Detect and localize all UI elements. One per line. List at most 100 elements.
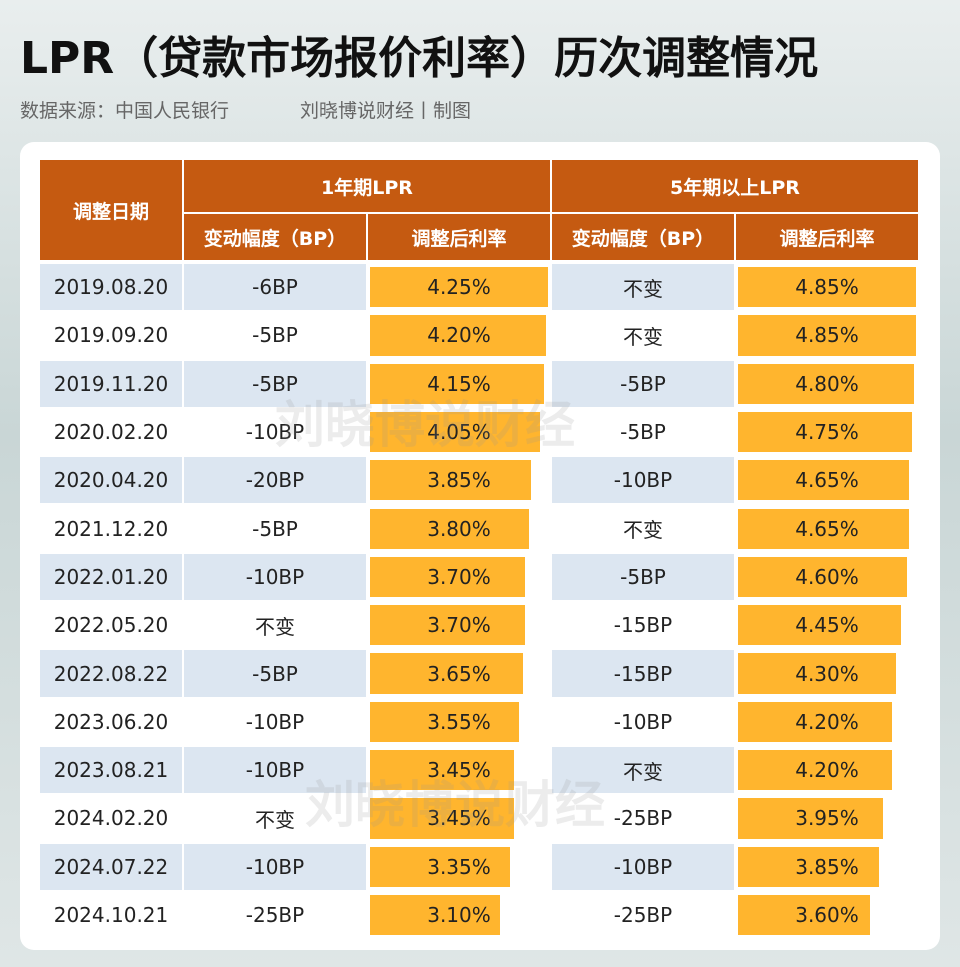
cell-text: 2019.11.20 [53,371,169,396]
source: 数据来源：中国人民银行 [20,100,230,122]
table-cell: 3.80% [368,505,552,554]
rate-bar [370,653,523,694]
table-cell: 4.15% [368,360,552,409]
table-cell: 4.60% [736,553,920,603]
cell-text: -10BP [613,854,673,879]
cell-text: 2019.08.20 [53,275,169,300]
table-cell: 2020.02.20 [40,408,184,458]
table-cell: 2019.08.20 [40,264,184,313]
rate-bar [738,508,909,549]
rate-bar [738,701,893,742]
rate-bar [370,605,525,646]
rate-bar [370,894,500,936]
cell-text: -25BP [245,903,305,928]
rate-bar [370,556,525,598]
title: LPR（贷款市场报价利率）历次调整情况 [20,33,819,84]
cell-text: 2023.06.20 [53,709,169,734]
rate-bar [370,411,540,453]
table-cell: 2019.11.20 [40,360,184,409]
cell-text: 3.65% [427,661,491,686]
cell-text: -6BP [252,275,298,300]
table-cell: -15BP [552,650,736,699]
rate-bar [738,653,896,694]
table-cell: 4.80% [736,360,920,409]
table-cell: -5BP [184,505,368,554]
rate-bar [370,846,511,887]
table-cell: 不变 [552,747,736,796]
cell-text: 2022.05.20 [53,613,169,638]
cell-text: 4.45% [795,613,859,638]
cell-text: 2024.07.22 [53,854,169,879]
header-cell: 变动幅度（BP） [184,214,368,262]
rate-bar [370,460,532,501]
table-cell: -10BP [184,408,368,458]
watermark: 刘晓博说财经 [275,396,575,454]
watermark: 刘晓博说财经 [305,776,605,834]
table-cell: 4.20% [368,312,552,361]
table-cell: 2023.08.21 [40,747,184,796]
cell-text: 不变 [623,276,663,301]
cell-text: 4.65% [795,516,859,541]
table-cell: -6BP [184,264,368,313]
table-cell: 2020.04.20 [40,457,184,506]
table-cell: 4.30% [736,650,920,699]
cell-text: 2022.01.20 [53,564,169,589]
table-cell: -5BP [552,553,736,603]
table-cell: 4.85% [736,264,920,313]
table-cell: 2021.12.20 [40,505,184,554]
cell-text: 2020.04.20 [53,468,169,493]
table-cell: -25BP [552,891,736,941]
cell-text: -10BP [245,420,305,445]
cell-text: 3.80% [427,516,491,541]
rate-bar [738,315,916,356]
cell-text: 不变 [623,324,663,349]
table-cell: 4.20% [736,698,920,747]
cell-text: 3.60% [795,903,859,928]
header-cell: 调整后利率 [736,214,920,262]
rate-bar [738,556,907,598]
cell-text: -10BP [245,854,305,879]
cell-text: 3.95% [795,806,859,831]
table-cell: -10BP [184,843,368,892]
table-cell: 3.65% [368,650,552,699]
cell-text: 4.85% [795,323,859,348]
rate-bar [738,798,883,839]
header-cell: 调整后利率 [368,214,552,262]
cell-text: 4.20% [795,709,859,734]
rate-bar [370,701,519,742]
cell-text: 3.85% [795,854,859,879]
cell-text: 4.20% [427,323,491,348]
cell-text: 2021.12.20 [53,516,169,541]
cell-text: -25BP [613,806,673,831]
table-cell: -5BP [184,650,368,699]
table-cell: 2022.08.22 [40,650,184,699]
table-cell: 2024.02.20 [40,795,184,844]
table-cell: -5BP [184,312,368,361]
cell-text: 3.10% [427,903,491,928]
cell-text: -25BP [613,903,673,928]
table-cell: -10BP [184,747,368,796]
table-cell: -10BP [552,843,736,892]
table-cell: 3.60% [736,891,920,941]
table-cell: -20BP [184,457,368,506]
table-cell: 3.70% [368,602,552,651]
cell-text: 4.25% [427,275,491,300]
rate-bar [738,411,913,453]
table-cell: 4.85% [736,312,920,361]
table-cell: 4.65% [736,457,920,506]
cell-text: 3.45% [427,758,491,783]
cell-text: 不变 [255,614,295,639]
table-cell: 2023.06.20 [40,698,184,747]
cell-text: 3.55% [427,709,491,734]
table-cell: 3.10% [368,891,552,941]
table-cell: 不变 [552,505,736,554]
table-cell: 2022.01.20 [40,553,184,603]
cell-text: -10BP [245,564,305,589]
table-cell: -5BP [184,360,368,409]
table-cell: 3.35% [368,843,552,892]
author: 刘晓博说财经丨制图 [300,100,472,122]
rate-bar [370,508,530,549]
cell-text: -5BP [620,371,666,396]
table-cell: 2024.07.22 [40,843,184,892]
